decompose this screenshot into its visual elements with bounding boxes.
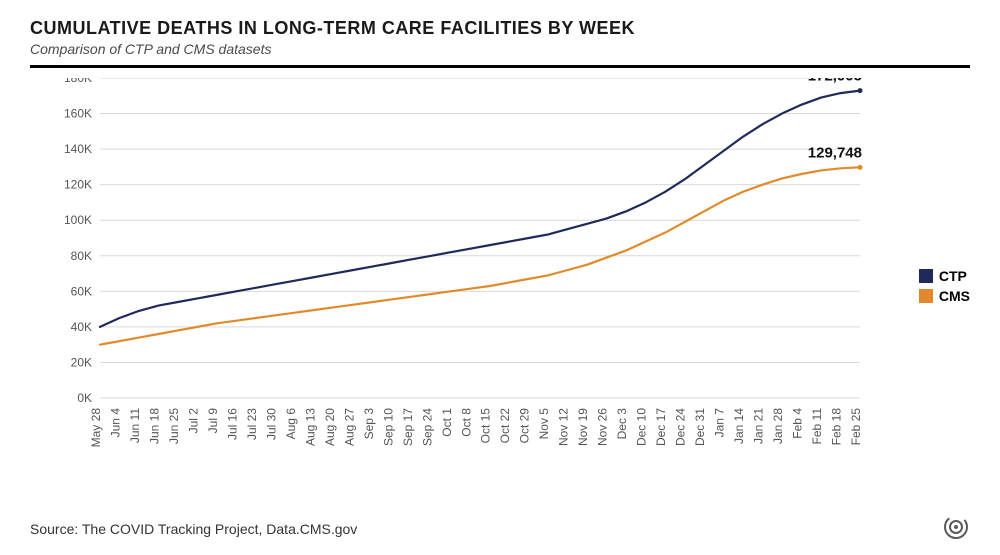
- svg-text:Dec 31: Dec 31: [693, 408, 707, 446]
- svg-text:Sep 17: Sep 17: [401, 408, 415, 446]
- svg-text:Aug 20: Aug 20: [323, 408, 337, 446]
- legend-swatch-cms: [919, 289, 933, 303]
- svg-text:Feb 11: Feb 11: [810, 408, 824, 445]
- svg-text:Oct 29: Oct 29: [518, 408, 532, 444]
- svg-text:Nov 5: Nov 5: [537, 408, 551, 440]
- svg-text:Dec 24: Dec 24: [674, 408, 688, 446]
- brand-logo-icon: [942, 513, 970, 541]
- svg-text:Sep 3: Sep 3: [362, 408, 376, 440]
- svg-text:Jan 14: Jan 14: [732, 408, 746, 444]
- svg-text:172,905: 172,905: [808, 78, 862, 85]
- svg-text:Jan 28: Jan 28: [771, 408, 785, 444]
- chart-title: CUMULATIVE DEATHS IN LONG-TERM CARE FACI…: [30, 18, 970, 39]
- svg-text:Oct 1: Oct 1: [440, 408, 454, 437]
- svg-text:Jun 11: Jun 11: [128, 408, 142, 443]
- svg-text:Feb 25: Feb 25: [849, 408, 863, 446]
- svg-text:Dec 3: Dec 3: [615, 408, 629, 440]
- svg-text:Oct 15: Oct 15: [479, 408, 493, 444]
- svg-text:Jun 4: Jun 4: [108, 408, 122, 438]
- svg-text:Jul 16: Jul 16: [225, 408, 239, 440]
- svg-text:0K: 0K: [77, 391, 92, 405]
- svg-text:May 28: May 28: [89, 408, 103, 448]
- svg-text:Oct 8: Oct 8: [459, 408, 473, 437]
- chart-area: 0K 20K 40K 60K 80K 100K 120K 140K 160K 180K May 28…: [30, 78, 970, 493]
- legend-label-ctp: CTP: [939, 268, 967, 284]
- svg-text:129,748: 129,748: [808, 144, 862, 161]
- legend-item-cms: CMS: [919, 288, 970, 304]
- svg-text:Feb 18: Feb 18: [830, 408, 844, 446]
- svg-text:40K: 40K: [71, 320, 92, 334]
- svg-text:Feb 4: Feb 4: [791, 408, 805, 439]
- svg-text:140K: 140K: [64, 142, 92, 156]
- legend: CTP CMS: [919, 268, 970, 308]
- svg-text:120K: 120K: [64, 178, 92, 192]
- svg-text:160K: 160K: [64, 107, 92, 121]
- svg-text:Aug 27: Aug 27: [342, 408, 356, 446]
- svg-text:Aug 13: Aug 13: [303, 408, 317, 446]
- chart-svg: 0K 20K 40K 60K 80K 100K 120K 140K 160K 180K May 28…: [30, 78, 880, 488]
- svg-text:Sep 10: Sep 10: [381, 408, 395, 446]
- svg-text:60K: 60K: [71, 284, 92, 298]
- svg-text:Jul 30: Jul 30: [264, 408, 278, 440]
- svg-text:Jul 23: Jul 23: [245, 408, 259, 440]
- svg-text:Dec 17: Dec 17: [654, 408, 668, 446]
- svg-text:Oct 22: Oct 22: [498, 408, 512, 444]
- title-rule: [30, 65, 970, 68]
- svg-text:Dec 10: Dec 10: [635, 408, 649, 446]
- svg-text:Jul 2: Jul 2: [186, 408, 200, 434]
- svg-text:Jun 18: Jun 18: [147, 408, 161, 444]
- svg-text:20K: 20K: [71, 355, 92, 369]
- svg-text:Aug 6: Aug 6: [284, 408, 298, 440]
- chart-subtitle: Comparison of CTP and CMS datasets: [30, 41, 970, 57]
- legend-label-cms: CMS: [939, 288, 970, 304]
- svg-text:Jan 21: Jan 21: [752, 408, 766, 444]
- legend-swatch-ctp: [919, 269, 933, 283]
- legend-item-ctp: CTP: [919, 268, 970, 284]
- svg-text:Jun 25: Jun 25: [167, 408, 181, 444]
- svg-text:180K: 180K: [64, 78, 92, 85]
- svg-text:Nov 12: Nov 12: [557, 408, 571, 446]
- svg-text:80K: 80K: [71, 249, 92, 263]
- svg-text:Jul 9: Jul 9: [206, 408, 220, 434]
- svg-text:100K: 100K: [64, 213, 92, 227]
- source-text: Source: The COVID Tracking Project, Data…: [30, 521, 357, 537]
- svg-text:Nov 26: Nov 26: [596, 408, 610, 446]
- svg-text:Nov 19: Nov 19: [576, 408, 590, 446]
- svg-text:Jan 7: Jan 7: [713, 408, 727, 438]
- svg-text:Sep 24: Sep 24: [420, 408, 434, 446]
